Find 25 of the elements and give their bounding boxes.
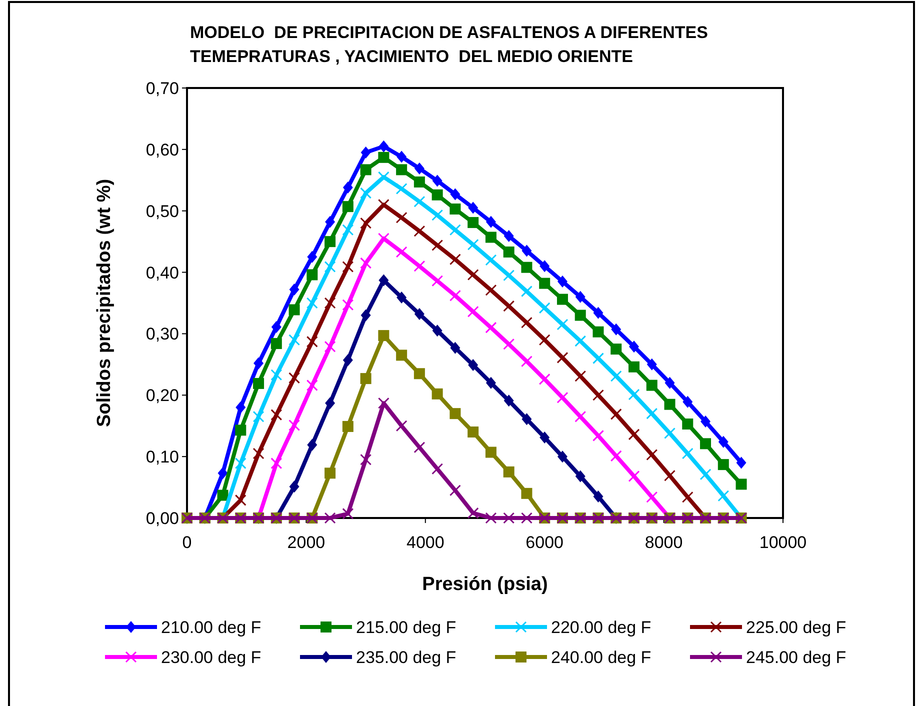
legend-label: 220.00 deg F <box>551 618 652 637</box>
x-tick-label: 10000 <box>759 533 807 552</box>
legend-label: 245.00 deg F <box>746 648 846 667</box>
legend-label: 210.00 deg F <box>161 618 262 637</box>
legend-label: 225.00 deg F <box>746 618 846 637</box>
y-axis-title: Solidos precipitados (wt %) <box>94 178 115 428</box>
y-tick-label: 0,60 <box>146 140 179 160</box>
y-tick-label: 0,00 <box>146 509 179 528</box>
y-tick-label: 0,50 <box>146 202 179 221</box>
x-tick-label: 4000 <box>406 533 444 552</box>
legend-label: 235.00 deg F <box>356 648 456 667</box>
legend-label: 215.00 deg F <box>356 618 456 637</box>
x-tick-label: 8000 <box>644 533 683 552</box>
x-tick-label: 2000 <box>287 533 326 552</box>
y-tick-label: 0,10 <box>146 448 179 467</box>
y-tick-label: 0,20 <box>146 386 179 406</box>
y-tick-label: 0,30 <box>146 324 179 344</box>
y-tick-label: 0,70 <box>146 79 179 98</box>
y-tick-label: 0,40 <box>146 263 179 282</box>
x-tick-label: 6000 <box>526 533 564 552</box>
x-axis-title: Presión (psia) <box>422 574 548 595</box>
chart-title: MODELO DE PRECIPITACION DE ASFALTENOS A DIFERENTES TEMEPRATURAS , YACIMIENTO DEL MEDIO ORIENTE <box>190 23 708 66</box>
x-tick-label: 0 <box>182 533 192 552</box>
legend-label: 230.00 deg F <box>161 648 262 667</box>
legend-label: 240.00 deg F <box>551 648 652 667</box>
